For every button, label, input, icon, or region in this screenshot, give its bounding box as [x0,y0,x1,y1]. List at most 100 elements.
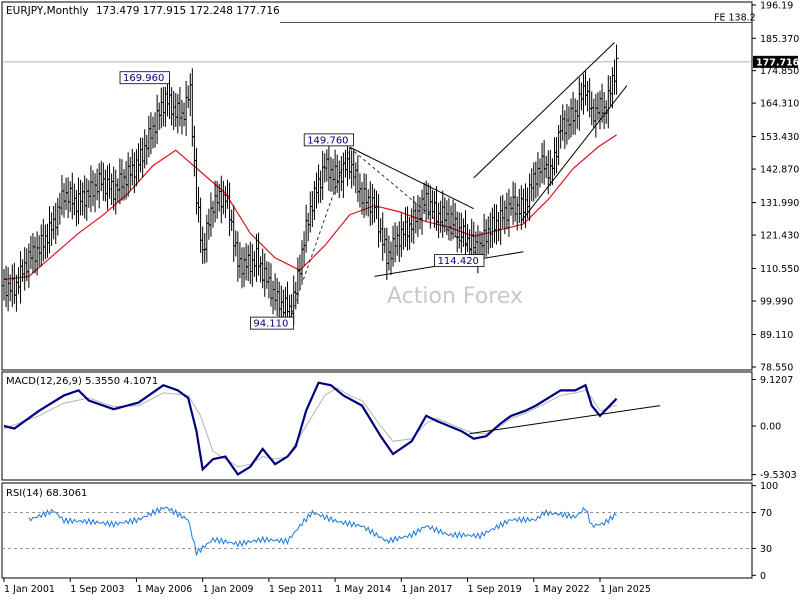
price-tick-label: 174.850 [760,66,799,77]
annotation-box [119,71,170,85]
price-bar [159,87,164,129]
price-bar [148,112,153,155]
price-bar [308,191,313,233]
price-tick-label: 196.19 [760,1,793,12]
price-bar [78,179,83,216]
price-bar [374,190,379,219]
price-bar [93,173,98,213]
price-bar [4,265,9,308]
price-bar [455,211,460,253]
price-bar [397,221,402,262]
price-tick-label: 131.990 [760,198,799,209]
rsi-tick-label: 70 [760,508,772,519]
price-bar [206,208,211,240]
rsi-axis: 100 70 30 0 [2,481,778,582]
price-bar [587,78,592,118]
time-tick-label: 1 Jan 2025 [600,584,651,595]
price-bar [581,73,586,115]
price-bar [55,197,60,236]
price-bar [62,183,67,218]
price-bar [200,226,205,265]
signal-line [3,387,617,468]
price-axis: 196.19 185.370 174.850 164.310 153.430 142.87… [2,1,800,374]
price-bar [22,247,27,291]
price-bar [242,247,247,287]
macd-frame [1,371,753,481]
price-annotation: 94.110 [249,316,294,330]
price-bar [64,177,69,210]
time-tick-label: 1 May 2006 [136,584,192,595]
price-bar [415,194,420,237]
rsi-title: RSI(14) 68.3061 [6,488,87,499]
price-bar [517,188,522,223]
price-bar [569,98,574,138]
price-bar [583,69,588,106]
price-bar [109,173,114,206]
price-bar [500,194,505,229]
price-bar [151,116,155,149]
price-bar [237,242,242,279]
price-bar [6,267,11,312]
price-bar [422,182,427,215]
price-bar [349,150,354,189]
price-bar [608,76,613,106]
price-bar [74,189,79,227]
price-bar [235,231,240,282]
price-bar [302,231,307,266]
price-bar [469,218,474,257]
price-bar [504,192,509,230]
price-bar [525,187,530,219]
price-bar [213,180,218,223]
price-bar [589,91,594,126]
price-bar [258,256,263,283]
price-bar [519,185,524,230]
price-frame [1,1,753,371]
macd-tick-label: -9.5303 [760,470,797,481]
price-bar [163,86,168,127]
price-tick-label: 153.430 [760,132,799,143]
price-bar [76,177,81,225]
price-bar [575,100,580,129]
price-bar [405,206,410,251]
price-bar [331,158,336,192]
price-bar [527,173,532,222]
price-bar [262,253,267,297]
price-bar [169,87,174,126]
price-bar [453,202,458,238]
moving-average [3,134,617,281]
price-tick-label: 164.310 [760,99,799,110]
price-bar [353,162,358,194]
price-bar [190,68,195,147]
price-bar [49,212,54,246]
price-bar [140,137,145,178]
price-bar [424,180,429,222]
price-bar [30,233,35,274]
price-bar [157,102,162,131]
price-bar [552,137,557,176]
price-bar [179,99,184,135]
price-bar [606,75,611,129]
price-bar [208,192,213,237]
price-bar [12,262,17,304]
price-bar [614,44,619,95]
dashed-projection [289,147,350,320]
price-bar [496,212,501,242]
price-bar [80,182,85,216]
price-bar [529,168,534,202]
price-bar [535,151,540,197]
price-bar [432,191,437,229]
time-tick-label: 1 Jan 2017 [401,584,452,595]
price-tick-label: 121.430 [760,231,799,242]
price-annotation: 169.960 [119,71,170,85]
annotation-box [249,316,294,330]
price-bar [440,190,445,238]
price-bar [482,213,487,257]
price-bar [26,243,31,288]
price-bar [564,103,569,145]
price-bar [72,183,77,216]
price-bar [577,77,582,131]
price-bar [155,94,160,144]
price-bar [511,181,516,225]
price-bar [84,178,89,221]
rsi-line [28,506,617,556]
